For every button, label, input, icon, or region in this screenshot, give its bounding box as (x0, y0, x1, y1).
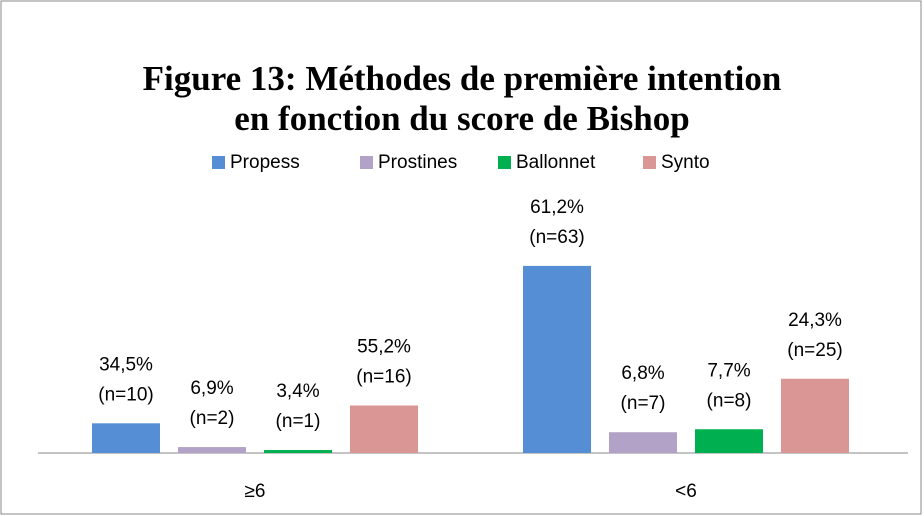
bar (178, 447, 246, 453)
x-tick-label: ≥6 (245, 481, 266, 502)
legend-swatch (360, 156, 373, 169)
percent-label: 6,9% (190, 378, 233, 399)
legend-label: Prostines (378, 152, 457, 173)
x-tick-label: <6 (675, 481, 697, 502)
bar (264, 450, 332, 453)
legend-label: Synto (661, 152, 710, 173)
percent-label: 24,3% (788, 310, 842, 331)
bar (350, 405, 418, 453)
percent-label: 6,8% (621, 363, 664, 384)
legend-swatch (643, 156, 656, 169)
percent-label: 34,5% (99, 354, 153, 375)
percent-label: 7,7% (707, 360, 750, 381)
chart-title: Figure 13: Méthodes de première intentio… (143, 59, 782, 98)
percent-label: 55,2% (357, 336, 411, 357)
value-label: (n=63) (529, 227, 584, 248)
value-label: (n=8) (707, 390, 752, 411)
legend-swatch (212, 156, 225, 169)
bar (781, 378, 849, 453)
legend-swatch (498, 156, 511, 169)
bar (695, 429, 763, 453)
value-label: (n=16) (356, 366, 411, 387)
bar (523, 265, 591, 453)
bar (609, 432, 677, 453)
bar (92, 423, 160, 453)
value-label: (n=10) (98, 384, 153, 405)
percent-label: 3,4% (276, 381, 319, 402)
legend-label: Propess (230, 152, 300, 173)
value-label: (n=25) (787, 340, 842, 361)
value-label: (n=7) (621, 393, 666, 414)
value-label: (n=1) (276, 411, 321, 432)
chart-subtitle: en fonction du score de Bishop (234, 99, 689, 138)
value-label: (n=2) (190, 408, 235, 429)
percent-label: 61,2% (530, 197, 584, 218)
legend-label: Ballonnet (516, 152, 596, 173)
